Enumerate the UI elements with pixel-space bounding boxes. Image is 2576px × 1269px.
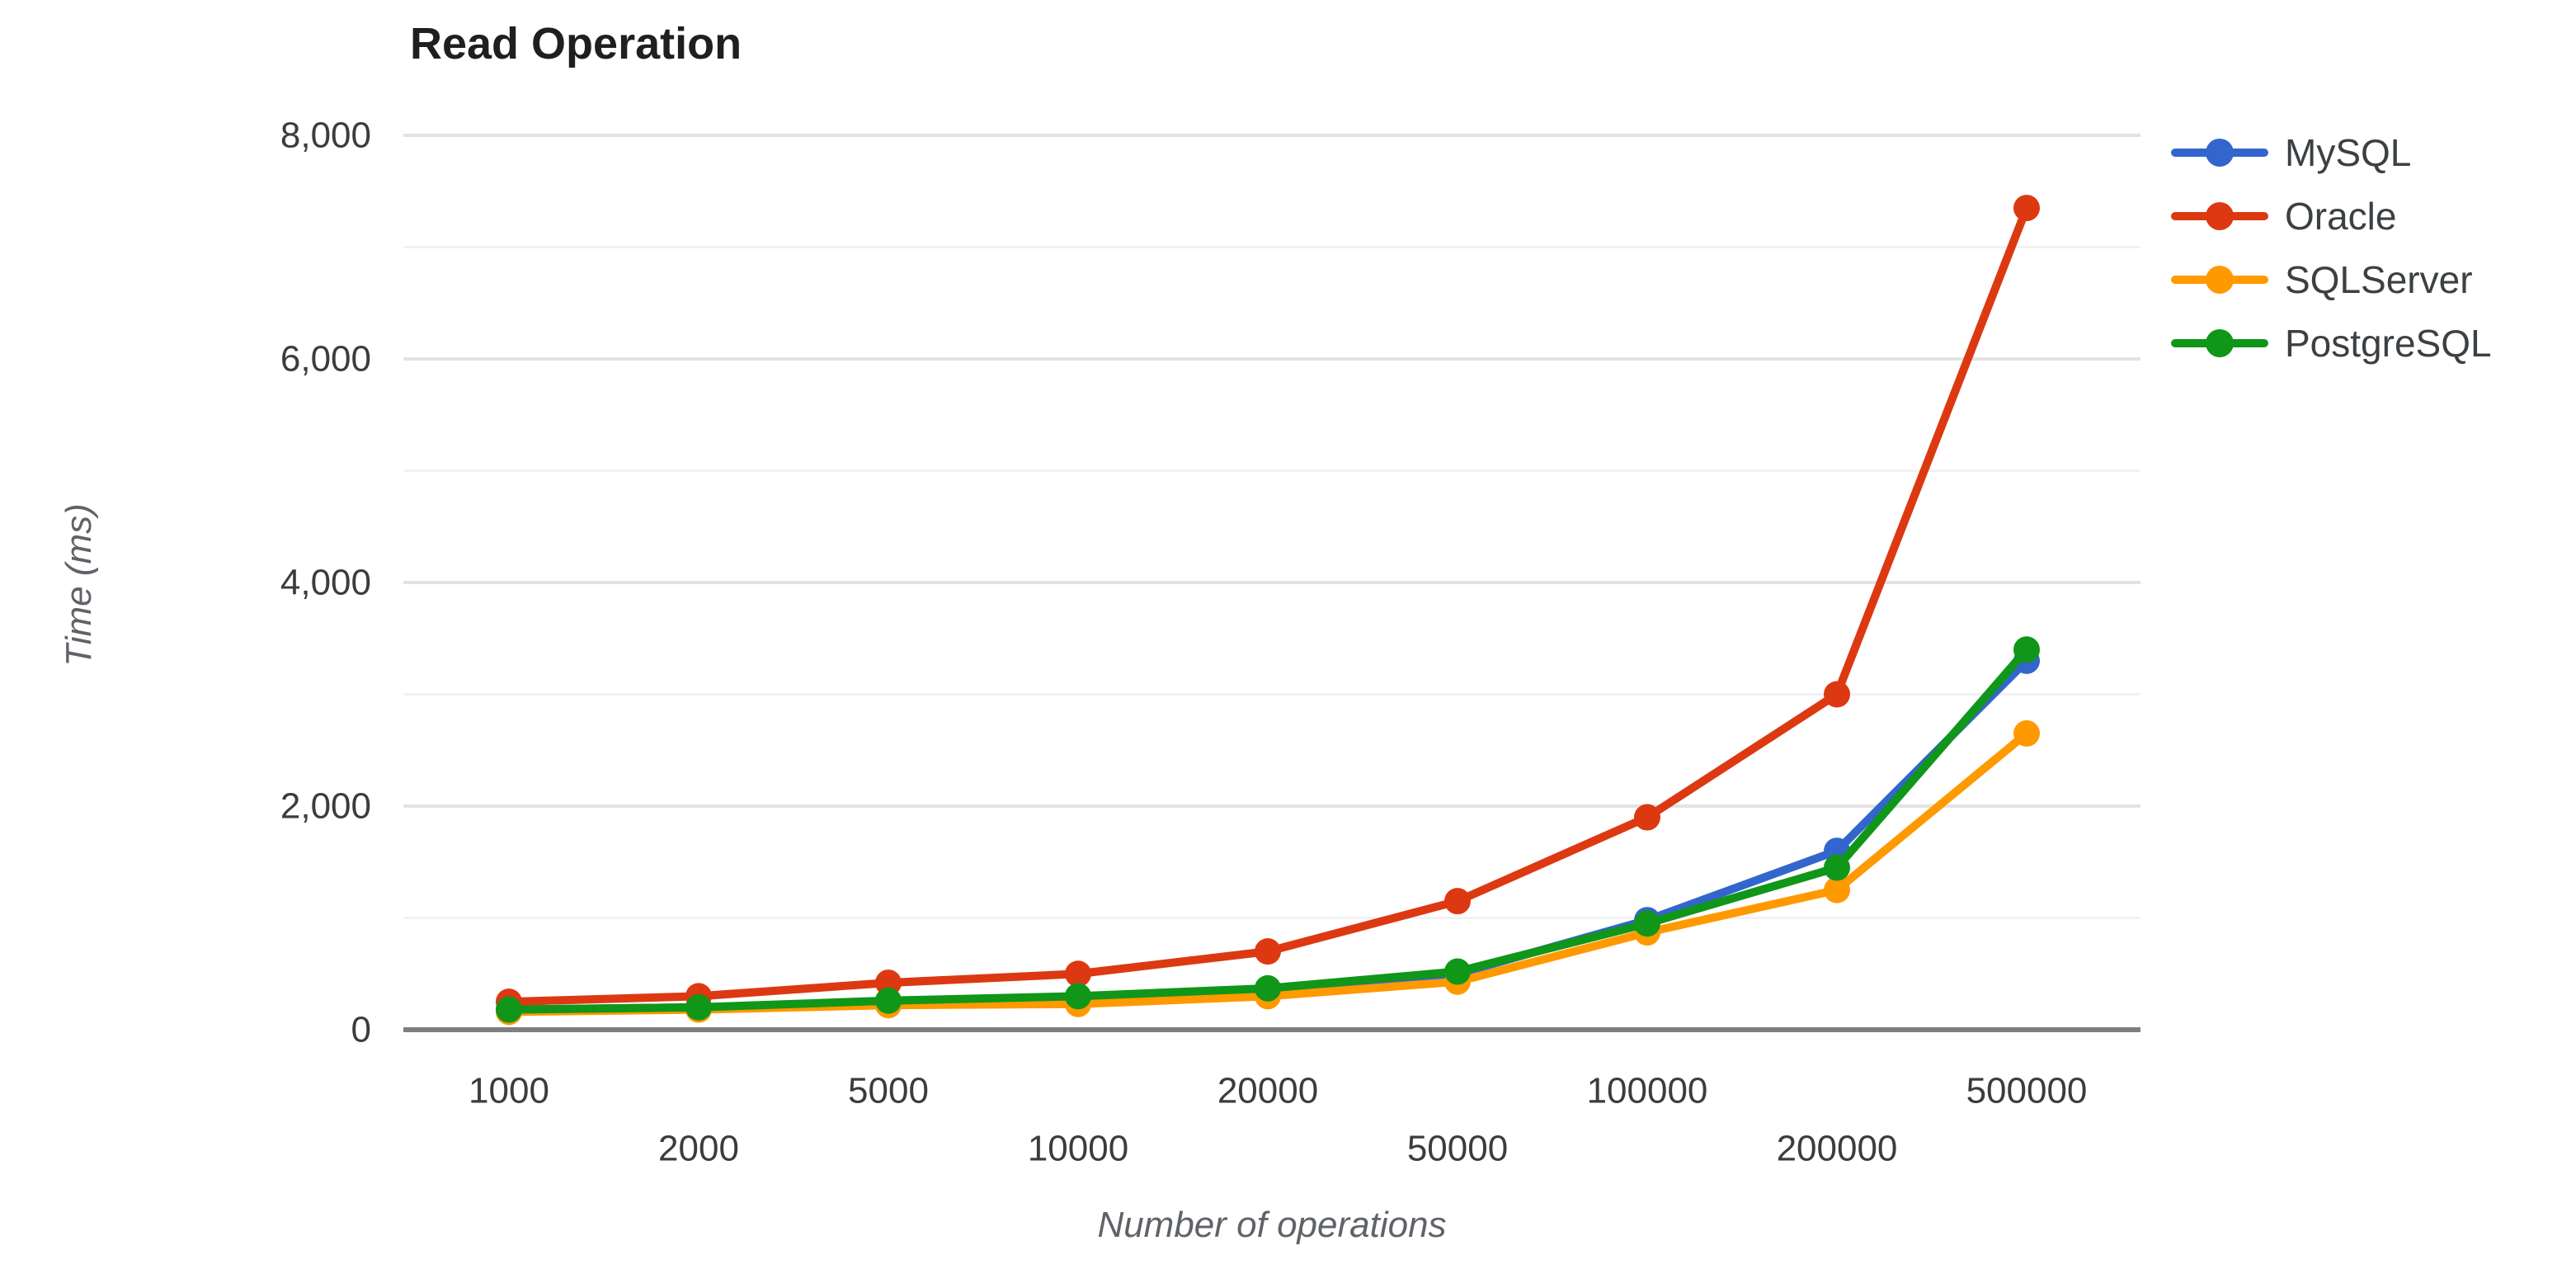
y-tick-label: 6,000	[280, 339, 371, 380]
legend-line-dot-icon	[2171, 136, 2268, 169]
y-tick-label: 8,000	[280, 116, 371, 156]
legend-dot-icon	[2206, 202, 2234, 230]
data-point-oracle-10000	[1065, 960, 1091, 988]
x-tick-label: 500000	[1966, 1071, 2088, 1111]
x-tick-label: 20000	[1217, 1071, 1318, 1111]
data-point-postgresql-50000	[1444, 958, 1471, 985]
legend-item-mysql: MySQL	[2171, 128, 2411, 177]
data-point-postgresql-2000	[685, 993, 712, 1021]
legend-line-dot-icon	[2171, 200, 2268, 233]
y-tick-label: 0	[351, 1010, 371, 1050]
series-line-sqlserver	[505, 729, 2031, 1017]
data-point-oracle-200000	[1824, 681, 1850, 708]
legend: MySQL Oracle SQLServer PostgreSQL	[2171, 0, 2567, 495]
chart-title: Read Operation	[410, 19, 742, 68]
x-tick-label: 200000	[1777, 1129, 1898, 1169]
legend-item-label: MySQL	[2285, 131, 2412, 174]
x-tick-label: 5000	[848, 1071, 929, 1111]
data-point-postgresql-200000	[1824, 854, 1850, 881]
x-tick-label: 1000	[469, 1071, 549, 1111]
y-tick-label: 4,000	[280, 563, 371, 603]
data-point-sqlserver-200000	[1824, 876, 1850, 903]
data-point-oracle-100000	[1634, 804, 1660, 831]
legend-dot-icon	[2206, 139, 2234, 167]
legend-line-dot-icon	[2171, 263, 2268, 296]
legend-dot-icon	[2206, 329, 2234, 357]
x-tick-label: 100000	[1587, 1071, 1708, 1111]
y-tick-label: 2,000	[280, 786, 371, 827]
data-point-postgresql-5000	[875, 987, 902, 1014]
data-point-postgresql-20000	[1255, 974, 1281, 1002]
data-point-oracle-50000	[1444, 888, 1471, 915]
x-tick-label: 10000	[1028, 1129, 1128, 1169]
data-point-sqlserver-500000	[2013, 719, 2040, 747]
legend-item-label: SQLServer	[2285, 258, 2473, 301]
data-point-postgresql-500000	[2013, 636, 2040, 663]
data-point-postgresql-100000	[1634, 910, 1660, 937]
legend-item-label: Oracle	[2285, 195, 2397, 238]
x-axis-title: Number of operations	[1097, 1205, 1447, 1245]
x-tick-label: 50000	[1407, 1129, 1508, 1169]
legend-item-label: PostgreSQL	[2285, 322, 2492, 365]
legend-item-postgresql: PostgreSQL	[2171, 318, 2492, 368]
data-point-postgresql-1000	[496, 996, 522, 1023]
legend-line-dot-icon	[2171, 327, 2268, 360]
data-point-postgresql-10000	[1065, 983, 1091, 1010]
legend-item-sqlserver: SQLServer	[2171, 255, 2473, 304]
legend-dot-icon	[2206, 266, 2234, 294]
data-point-oracle-500000	[2013, 195, 2040, 222]
legend-item-oracle: Oracle	[2171, 191, 2396, 241]
x-tick-label: 2000	[658, 1129, 739, 1169]
data-point-oracle-20000	[1255, 938, 1281, 965]
